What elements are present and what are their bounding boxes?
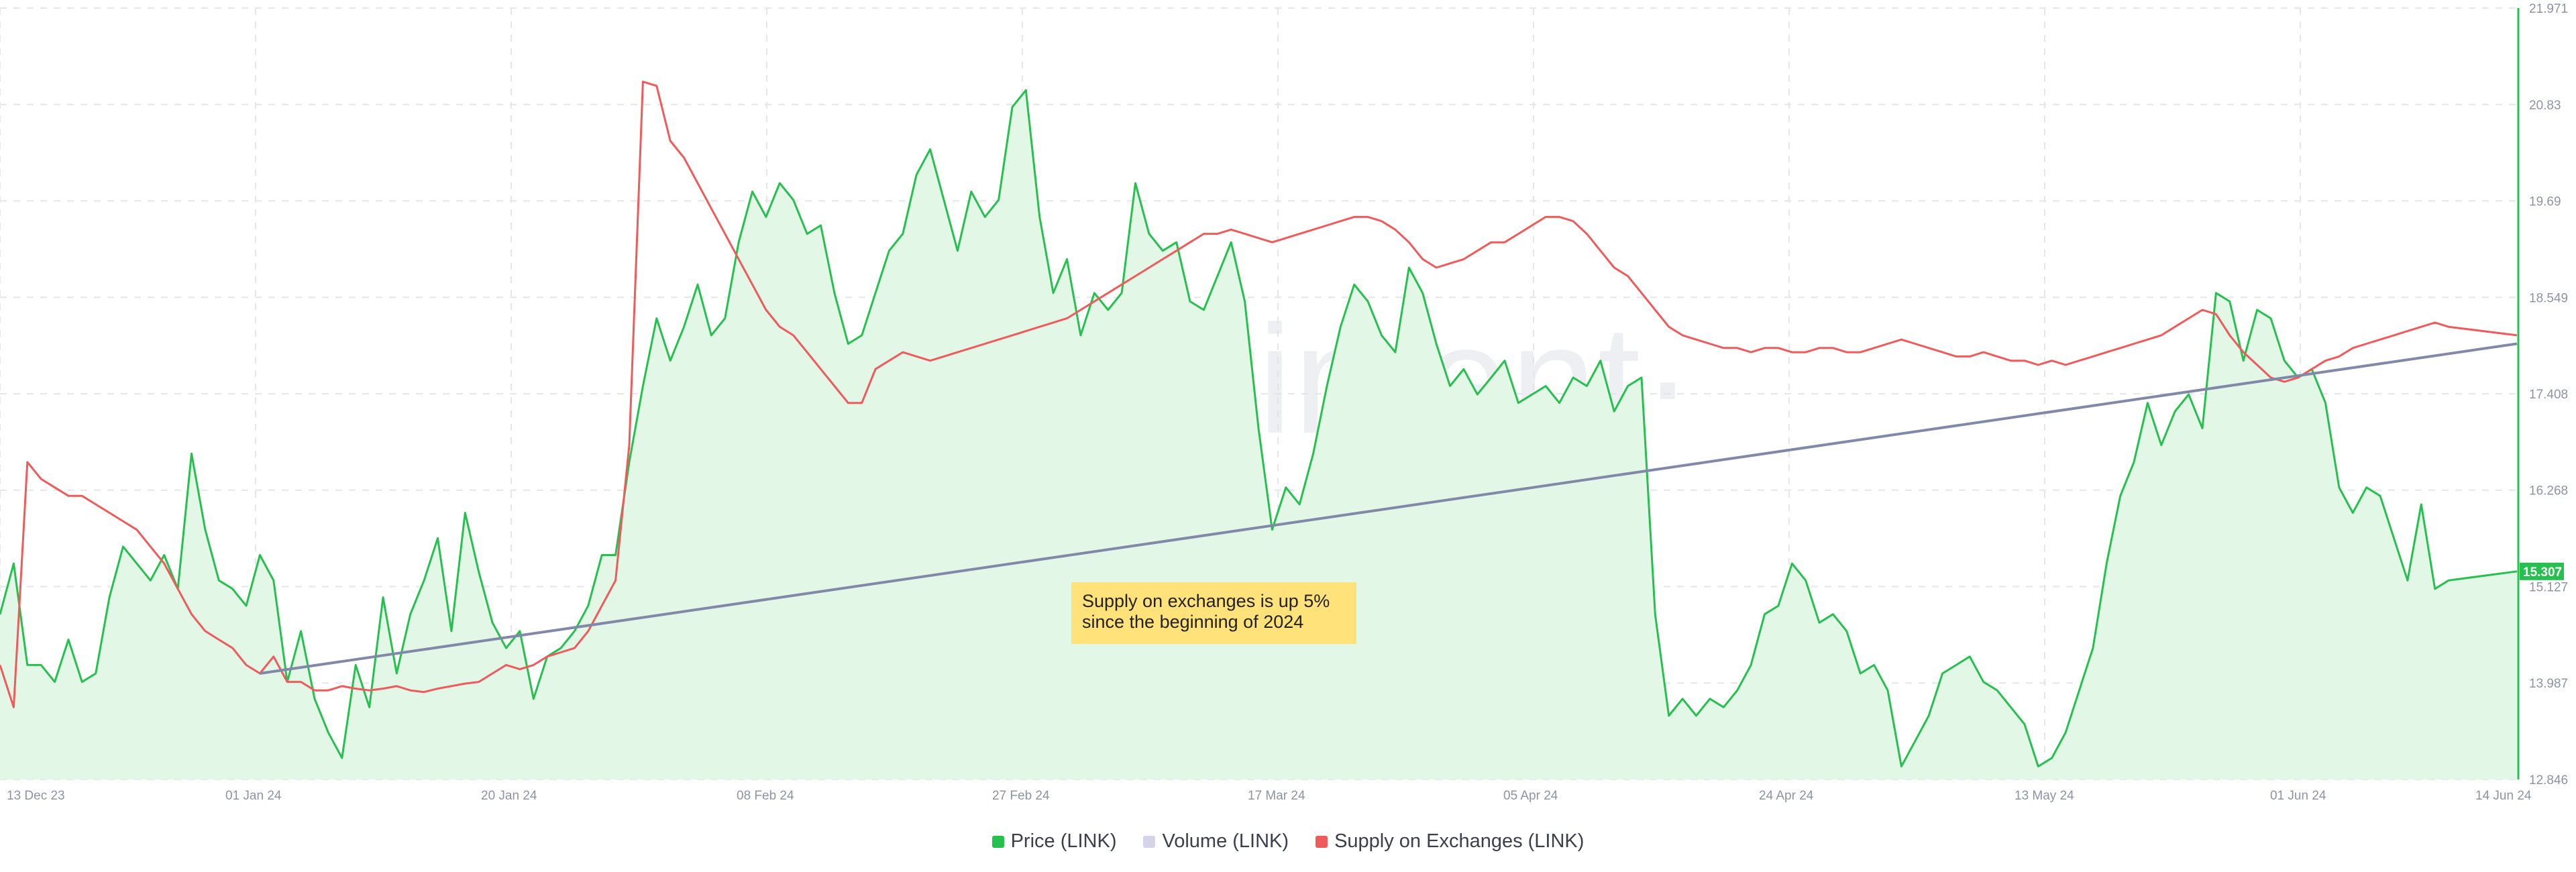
price-line (0, 89, 2518, 768)
x-tick-label: 24 Apr 24 (1759, 789, 1814, 803)
legend-swatch-volume (1143, 835, 1156, 848)
x-tick-label: 05 Apr 24 (1503, 789, 1558, 803)
y-tick-label: 15.127 (2529, 581, 2568, 595)
last-price-badge (2520, 562, 2564, 580)
x-tick-label: 20 Jan 24 (481, 789, 537, 803)
y-tick-label: 17.408 (2529, 388, 2568, 402)
series-layer (0, 80, 2518, 779)
trend-line (260, 342, 2518, 675)
x-axis: 13 Dec 23 01 Jan 24 20 Jan 24 08 Feb 24 27 F… (7, 789, 2532, 803)
x-tick-label: 17 Mar 24 (1248, 789, 1305, 803)
legend-item-supply[interactable]: Supply on Exchanges (LINK) (1316, 830, 1584, 853)
annotation-line-1: Supply on exchanges is up 5% (1082, 591, 1330, 611)
supply-line (0, 80, 2518, 708)
x-tick-label: 01 Jan 24 (225, 789, 282, 803)
x-tick-label: 13 May 24 (2015, 789, 2074, 803)
y-tick-label: 16.268 (2529, 484, 2568, 498)
legend-label-supply: Supply on Exchanges (LINK) (1334, 830, 1585, 852)
legend-item-volume[interactable]: Volume (LINK) (1143, 830, 1289, 853)
x-tick-label: 01 Jun 24 (2270, 789, 2326, 803)
x-tick-label: 08 Feb 24 (737, 789, 794, 803)
x-tick-label: 13 Dec 23 (7, 789, 65, 803)
x-tick-label: 27 Feb 24 (992, 789, 1050, 803)
legend-item-price[interactable]: Price (LINK) (991, 830, 1117, 853)
annotation-line-2: since the beginning of 2024 (1082, 612, 1304, 632)
last-price-label: 15.307 (2523, 565, 2562, 580)
legend-label-price: Price (LINK) (1010, 830, 1117, 852)
chart-annotation: Supply on exchanges is up 5% since the b… (1071, 582, 1356, 644)
y-tick-label: 12.846 (2529, 773, 2568, 787)
y-tick-label: 21.971 (2529, 2, 2568, 16)
legend-swatch-price (991, 835, 1004, 848)
y-axis: 21.971 20.83 19.69 18.549 17.408 16.268 15.127… (2517, 2, 2568, 787)
y-tick-label: 19.69 (2529, 195, 2561, 209)
chart-legend: Price (LINK) Volume (LINK) Supply on Exc… (0, 830, 2576, 853)
y-tick-label: 20.83 (2529, 99, 2561, 113)
legend-swatch-supply (1316, 835, 1328, 848)
legend-label-volume: Volume (LINK) (1162, 830, 1289, 852)
y-tick-label: 13.987 (2529, 677, 2568, 691)
y-tick-label: 18.549 (2529, 291, 2568, 305)
x-tick-label: 14 Jun 24 (2475, 789, 2532, 803)
